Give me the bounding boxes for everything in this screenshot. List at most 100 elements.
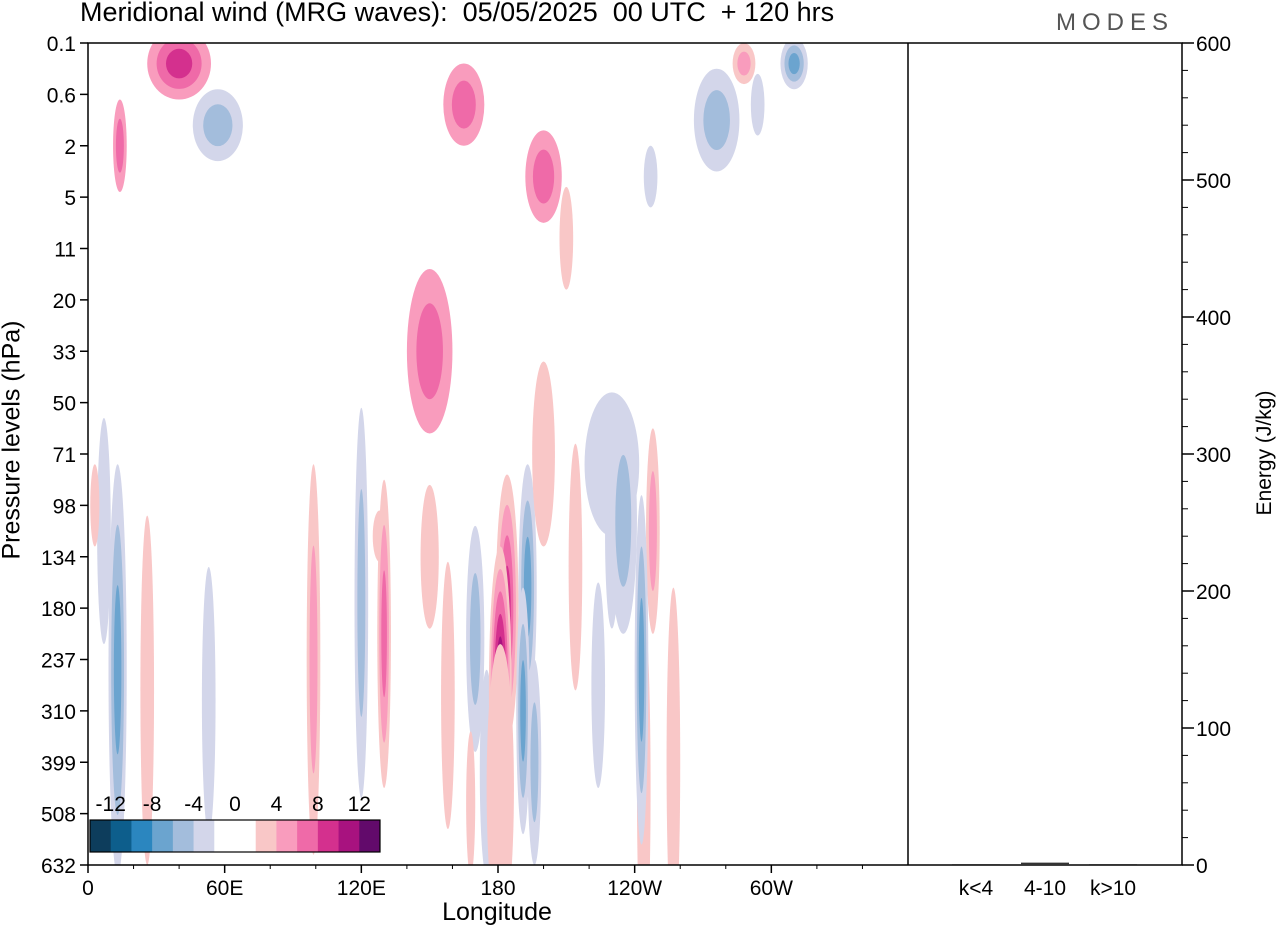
x-tick-label: 180 <box>480 877 515 900</box>
y-tick-label: 20 <box>53 290 76 313</box>
x-axis-label: Longitude <box>442 898 552 926</box>
contour-blob <box>568 443 583 691</box>
colorbar-swatch <box>235 820 257 852</box>
contour-blob <box>466 731 476 865</box>
contour-blob <box>140 515 155 865</box>
contour-blob <box>115 118 124 173</box>
colorbar-swatch <box>255 820 277 852</box>
colorbar-frame <box>89 819 381 853</box>
colorbar-swatch <box>317 820 340 852</box>
x-tick-label: 0 <box>82 877 94 900</box>
contour-blob <box>559 186 574 290</box>
colorbar-swatch <box>338 820 360 852</box>
colorbar-swatch <box>297 820 319 852</box>
energy-bar <box>1089 864 1137 865</box>
y-tick-label: 33 <box>53 341 76 364</box>
contour-blob <box>788 52 800 75</box>
colorbar-swatch <box>172 820 195 852</box>
y2-tick-label: 100 <box>1196 718 1231 741</box>
contour-blob <box>309 545 318 774</box>
colorbar-swatch <box>214 820 236 852</box>
y-tick-label: 0.6 <box>47 84 76 107</box>
contour-blob <box>486 644 514 865</box>
energy-category-label: k>10 <box>1090 877 1136 900</box>
y-tick-label: 399 <box>41 752 76 775</box>
colorbar-label: -12 <box>96 793 126 816</box>
energy-panel: k<4 4-10 k>10 <box>952 862 1137 900</box>
y-tick-label: 98 <box>53 495 76 518</box>
colorbar-swatch <box>276 820 298 852</box>
contour-blob <box>530 702 539 823</box>
y2-tick-label: 300 <box>1196 444 1231 467</box>
contour-blob <box>750 73 765 136</box>
contour-blob <box>451 80 476 129</box>
y-ticks: 0.1 0.6 2 5 11 20 33 50 71 98 134 180 237 310 399 508 63… <box>41 33 88 878</box>
modes-logo: MODES <box>1056 9 1175 36</box>
x-tick-label: 120E <box>337 877 386 900</box>
contour-blob <box>441 561 455 830</box>
contour-blob <box>532 361 555 547</box>
colorbar-swatch <box>359 820 381 852</box>
contour-blob <box>469 573 481 705</box>
contour-blob <box>420 484 439 629</box>
contour-blob <box>591 582 606 788</box>
contour-blob <box>666 587 681 865</box>
y2-tick-label: 600 <box>1196 33 1231 56</box>
y-tick-label: 237 <box>41 650 76 673</box>
colorbar-swatch <box>110 820 132 852</box>
contour-blob <box>638 597 645 742</box>
colorbar-label: 0 <box>229 793 241 816</box>
y-tick-label: 11 <box>54 239 76 262</box>
energy-category-label: 4-10 <box>1024 877 1066 900</box>
contour-blob <box>648 471 657 591</box>
chart-title: Meridional wind (MRG waves): 05/05/2025 … <box>80 0 835 27</box>
contour-blob <box>165 48 193 79</box>
contour-blob <box>201 567 216 835</box>
contour-blob <box>381 570 387 698</box>
y-tick-label: 2 <box>64 136 76 159</box>
x-tick-label: 60W <box>750 877 793 900</box>
contour-blob <box>113 585 122 755</box>
y-tick-label: 508 <box>41 804 76 827</box>
contour-blob <box>520 660 526 762</box>
contour-blob <box>532 149 555 204</box>
contour-blob <box>737 51 751 76</box>
colorbar-swatch <box>152 820 174 852</box>
y2-tick-label: 400 <box>1196 307 1231 330</box>
y-tick-label: 134 <box>41 547 76 570</box>
y-tick-label: 71 <box>53 444 76 467</box>
y-tick-label: 50 <box>53 393 76 416</box>
y2-tick-label: 200 <box>1196 581 1231 604</box>
y-tick-label: 310 <box>41 701 76 724</box>
contour-blob <box>203 104 233 147</box>
contour-blob <box>357 489 366 717</box>
x-tick-label: 120W <box>607 877 662 900</box>
y2-tick-label: 0 <box>1196 855 1208 878</box>
contour-blob <box>416 303 443 400</box>
y-tick-label: 180 <box>41 598 76 621</box>
x-ticks: 0 60E 120E 180 120W 60W <box>82 865 863 900</box>
energy-category-label: k<4 <box>959 877 994 900</box>
colorbar-swatch <box>193 820 215 852</box>
colorbar-label: 12 <box>348 793 371 816</box>
contour-field <box>90 43 808 865</box>
y2-ticks: 0 100 200 300 400 500 600 <box>1182 33 1231 878</box>
y-tick-label: 0.1 <box>47 33 76 56</box>
colorbar-label: -8 <box>143 793 162 816</box>
x-tick-label: 60E <box>206 877 243 900</box>
contour-blob <box>97 418 111 645</box>
colorbar-label: 4 <box>271 793 283 816</box>
contour-blob <box>615 454 632 587</box>
y2-tick-label: 500 <box>1196 170 1231 193</box>
colorbar-swatch <box>131 820 153 852</box>
energy-bar <box>952 864 1000 865</box>
colorbar-swatch <box>90 820 112 852</box>
colorbar-label: -4 <box>184 793 203 816</box>
contour-blob <box>643 145 658 208</box>
contour-blob <box>90 464 100 547</box>
y-tick-label: 632 <box>41 855 76 878</box>
colorbar: -12 -8 -4 0 4 8 12 <box>89 793 381 853</box>
colorbar-label: 8 <box>312 793 324 816</box>
energy-bar <box>1021 862 1069 865</box>
